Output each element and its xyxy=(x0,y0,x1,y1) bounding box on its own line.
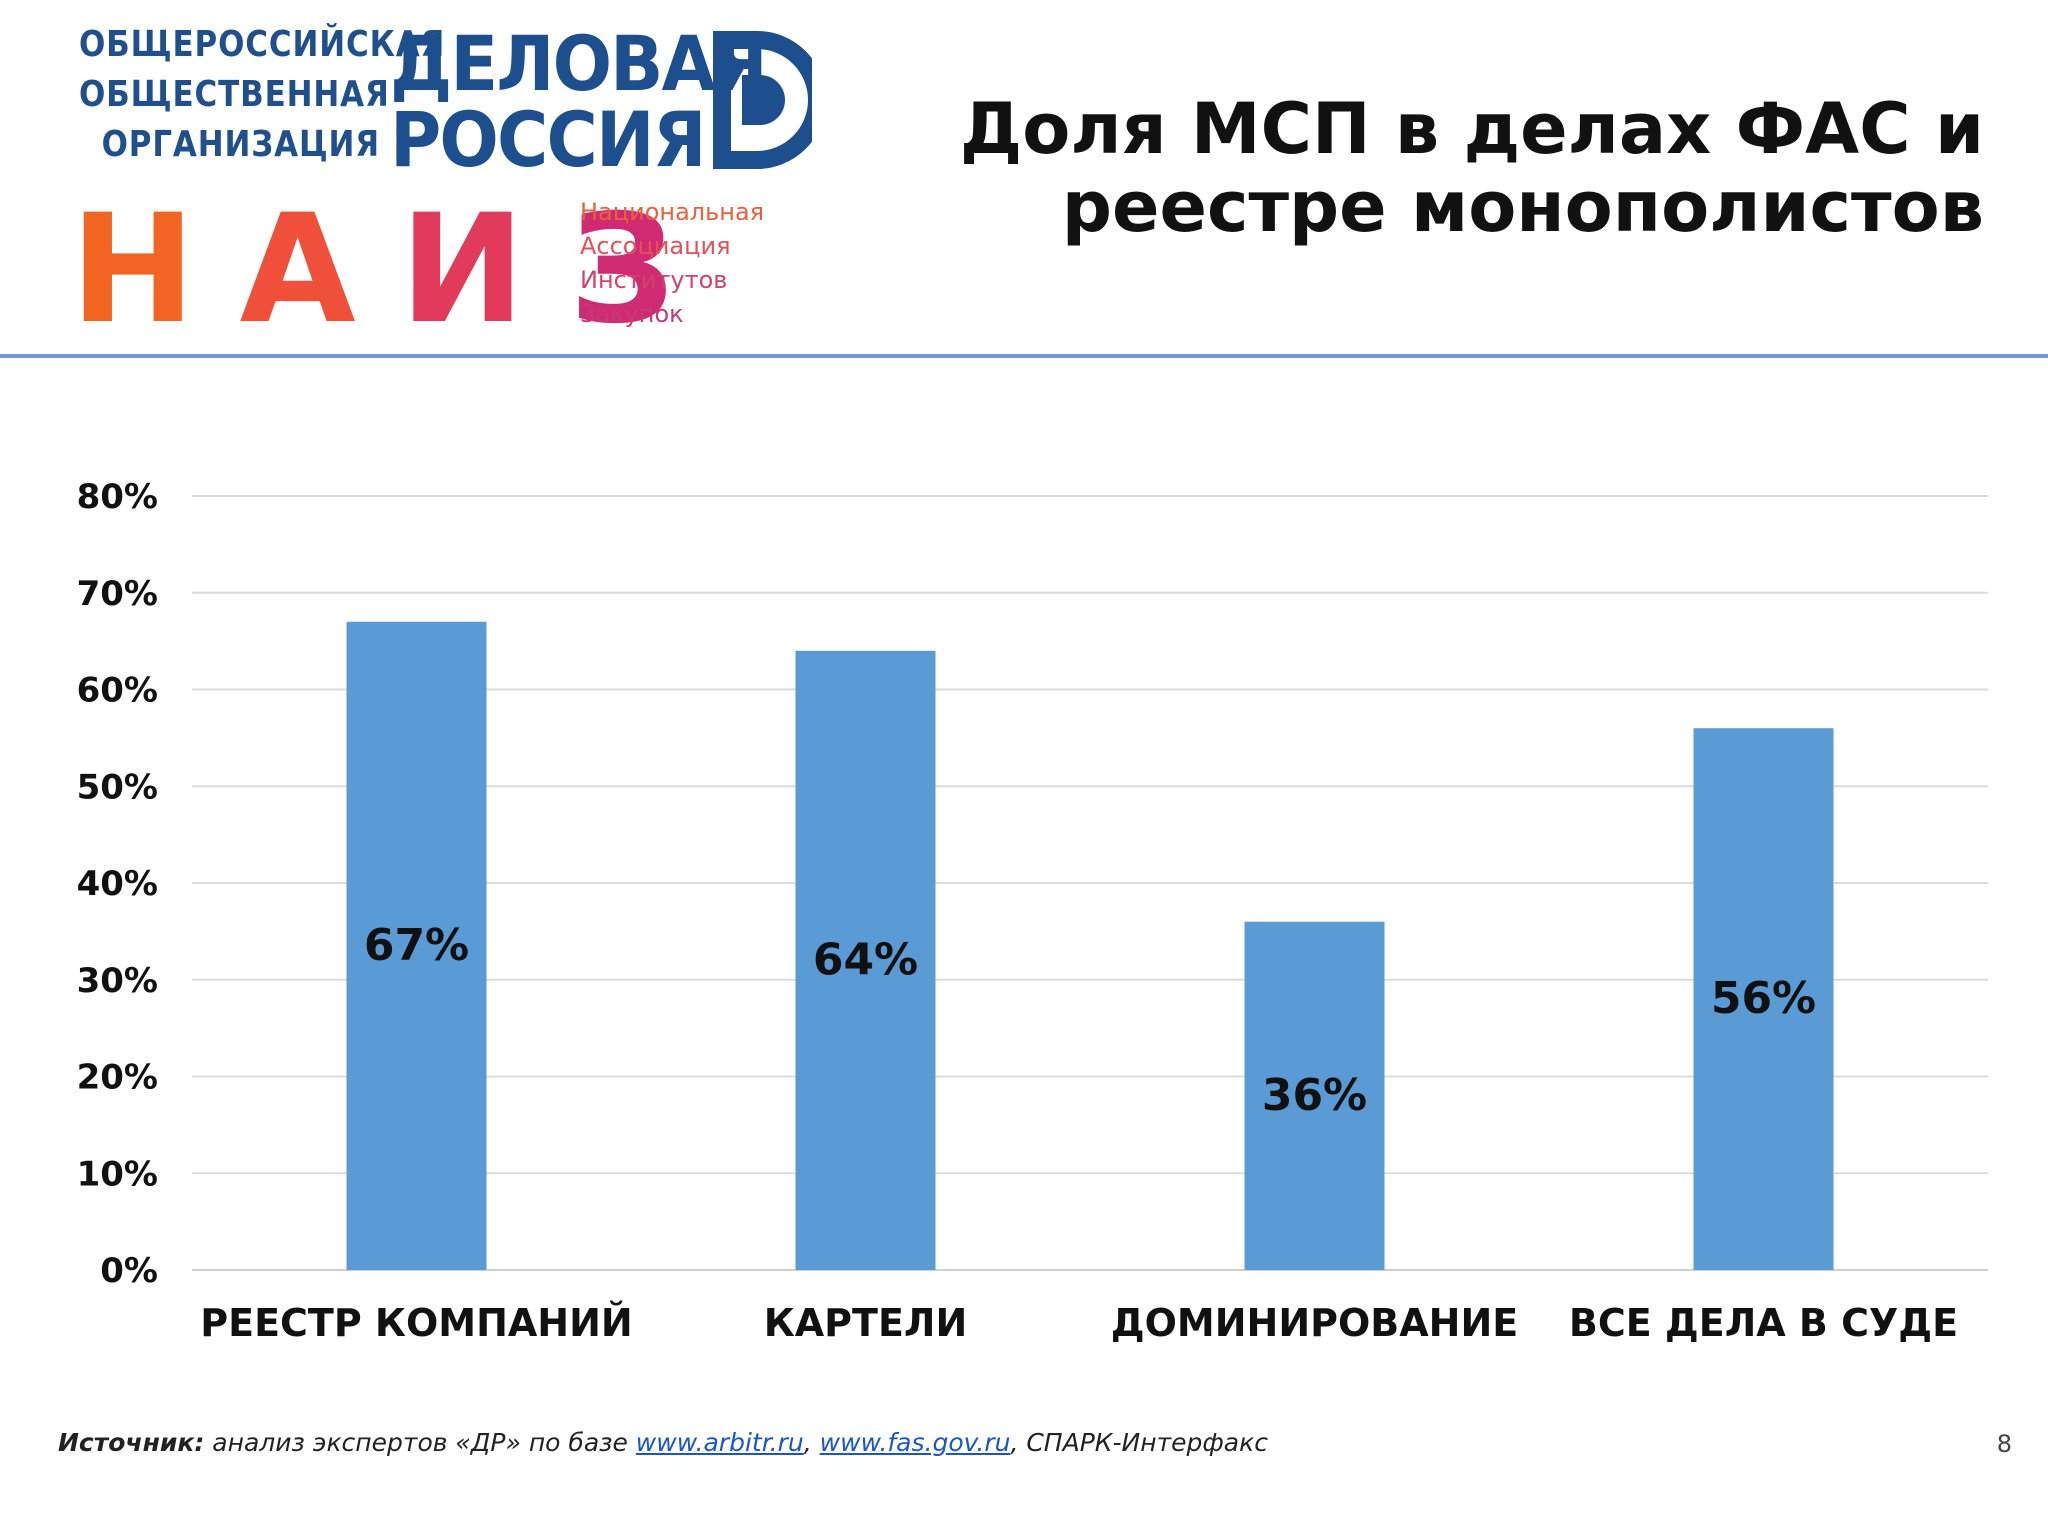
naiz-line-2: Ассоциация xyxy=(580,232,731,260)
naiz-line-1: Национальная xyxy=(580,198,765,226)
naiz-letter-n: Н xyxy=(70,183,196,357)
bar xyxy=(1693,728,1834,1270)
bar xyxy=(346,621,487,1270)
x-category-label: ВСЕ ДЕЛА В СУДЕ xyxy=(1569,1301,1958,1345)
naiz-line-3: Институтов xyxy=(580,266,728,294)
bar-data-label: 64% xyxy=(813,934,918,985)
brand-line-2: РОССИЯ xyxy=(390,95,706,184)
brand-emblem-icon xyxy=(713,31,812,169)
y-tick-label: 20% xyxy=(77,1058,158,1098)
source-tail: , СПАРК-Интерфакс xyxy=(1010,1428,1268,1457)
source-link-arbitr[interactable]: www.arbitr.ru xyxy=(635,1428,804,1457)
title-line-2: реестре монополистов xyxy=(1061,166,1984,248)
delovaya-rossiya-logo: ОБЩЕРОССИЙСКАЯ ОБЩЕСТВЕННАЯ ОРГАНИЗАЦИЯ … xyxy=(30,19,812,178)
naiz-letter-a: А xyxy=(239,183,356,357)
naiz-letters: Н А И З xyxy=(70,195,676,345)
x-category-label: КАРТЕЛИ xyxy=(764,1301,968,1345)
y-tick-label: 10% xyxy=(77,1154,158,1194)
org-line-2: ОБЩЕСТВЕННАЯ xyxy=(79,74,390,115)
bar-data-label: 36% xyxy=(1262,1070,1367,1121)
naiz-caption: Национальная Ассоциация Институтов Закуп… xyxy=(580,195,764,331)
y-tick-label: 60% xyxy=(77,671,158,711)
naiz-letter-i: И xyxy=(399,183,526,357)
source-note: Источник: анализ экспертов «ДР» по базе … xyxy=(58,1428,1268,1457)
y-tick-label: 80% xyxy=(77,477,158,517)
naiz-letter-z: З xyxy=(569,183,676,357)
y-tick-label: 0% xyxy=(100,1251,158,1291)
y-tick-label: 30% xyxy=(77,961,158,1001)
source-link-fas[interactable]: www.fas.gov.ru xyxy=(819,1428,1011,1457)
source-separator: , xyxy=(803,1428,820,1457)
x-category-label: ДОМИНИРОВАНИЕ xyxy=(1111,1301,1518,1345)
page-number: 8 xyxy=(1996,1430,2012,1458)
org-line-3: ОРГАНИЗАЦИЯ xyxy=(101,124,380,165)
bar-chart: 0% 10% 20% 30% 40% 50% 60% 70% 80% 67% РЕЕСТР КОМП… xyxy=(77,477,1988,1345)
brand-line-1: ДЕЛОВАЯ xyxy=(390,19,768,108)
y-tick-label: 40% xyxy=(77,864,158,904)
source-label: Источник: xyxy=(58,1428,205,1457)
x-category-label: РЕЕСТР КОМПАНИЙ xyxy=(200,1301,632,1345)
slide-title: Доля МСП в делах ФАС и реестре монополис… xyxy=(884,90,1984,246)
source-text: анализ экспертов «ДР» по базе xyxy=(204,1428,636,1457)
naiz-logo: Н А И З Национальная Ассоциация Институт… xyxy=(70,195,790,345)
bar-data-label: 56% xyxy=(1711,973,1816,1024)
header-divider xyxy=(0,354,2048,358)
naiz-line-4: Закупок xyxy=(580,300,684,328)
org-line-1: ОБЩЕРОССИЙСКАЯ xyxy=(79,24,446,65)
y-tick-label: 50% xyxy=(77,767,158,807)
bar-data-label: 67% xyxy=(364,920,469,971)
bar xyxy=(795,650,936,1270)
bar xyxy=(1244,921,1385,1270)
y-tick-label: 70% xyxy=(77,574,158,614)
title-line-1: Доля МСП в делах ФАС и xyxy=(959,88,1984,170)
